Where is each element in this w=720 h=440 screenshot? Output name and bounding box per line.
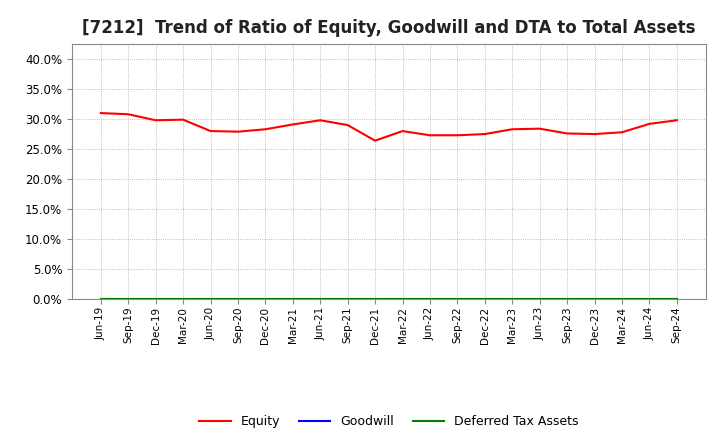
Goodwill [508, 297, 516, 302]
Deferred Tax Assets [206, 297, 215, 302]
Deferred Tax Assets [672, 297, 681, 302]
Deferred Tax Assets [179, 297, 187, 302]
Goodwill [179, 297, 187, 302]
Equity [289, 122, 297, 127]
Equity [563, 131, 572, 136]
Deferred Tax Assets [618, 297, 626, 302]
Deferred Tax Assets [261, 297, 270, 302]
Equity [179, 117, 187, 122]
Goodwill [453, 297, 462, 302]
Goodwill [289, 297, 297, 302]
Equity [316, 117, 325, 123]
Equity [480, 132, 489, 137]
Goodwill [343, 297, 352, 302]
Deferred Tax Assets [590, 297, 599, 302]
Equity [672, 117, 681, 123]
Title: [7212]  Trend of Ratio of Equity, Goodwill and DTA to Total Assets: [7212] Trend of Ratio of Equity, Goodwil… [82, 19, 696, 37]
Equity [508, 127, 516, 132]
Equity [590, 132, 599, 137]
Deferred Tax Assets [480, 297, 489, 302]
Deferred Tax Assets [426, 297, 434, 302]
Deferred Tax Assets [453, 297, 462, 302]
Deferred Tax Assets [645, 297, 654, 302]
Equity [426, 132, 434, 138]
Goodwill [316, 297, 325, 302]
Goodwill [206, 297, 215, 302]
Equity [398, 128, 407, 134]
Equity [645, 121, 654, 127]
Deferred Tax Assets [398, 297, 407, 302]
Goodwill [261, 297, 270, 302]
Goodwill [645, 297, 654, 302]
Equity [151, 117, 160, 123]
Equity [261, 127, 270, 132]
Deferred Tax Assets [289, 297, 297, 302]
Goodwill [536, 297, 544, 302]
Equity [96, 110, 105, 116]
Goodwill [480, 297, 489, 302]
Equity [371, 138, 379, 143]
Deferred Tax Assets [563, 297, 572, 302]
Equity [453, 132, 462, 138]
Goodwill [672, 297, 681, 302]
Goodwill [233, 297, 242, 302]
Deferred Tax Assets [233, 297, 242, 302]
Deferred Tax Assets [508, 297, 516, 302]
Deferred Tax Assets [96, 297, 105, 302]
Goodwill [398, 297, 407, 302]
Goodwill [96, 297, 105, 302]
Deferred Tax Assets [151, 297, 160, 302]
Equity [536, 126, 544, 131]
Goodwill [151, 297, 160, 302]
Line: Equity: Equity [101, 113, 677, 141]
Goodwill [563, 297, 572, 302]
Equity [233, 129, 242, 134]
Deferred Tax Assets [316, 297, 325, 302]
Equity [618, 130, 626, 135]
Legend: Equity, Goodwill, Deferred Tax Assets: Equity, Goodwill, Deferred Tax Assets [194, 411, 583, 433]
Equity [343, 122, 352, 128]
Deferred Tax Assets [343, 297, 352, 302]
Deferred Tax Assets [536, 297, 544, 302]
Goodwill [124, 297, 132, 302]
Goodwill [371, 297, 379, 302]
Equity [206, 128, 215, 134]
Deferred Tax Assets [124, 297, 132, 302]
Goodwill [618, 297, 626, 302]
Equity [124, 112, 132, 117]
Goodwill [590, 297, 599, 302]
Goodwill [426, 297, 434, 302]
Deferred Tax Assets [371, 297, 379, 302]
